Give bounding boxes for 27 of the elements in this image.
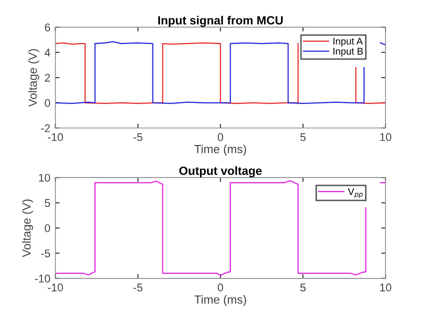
x-tick-label: 5 xyxy=(300,133,306,142)
x-tick-label: 0 xyxy=(218,284,224,292)
y-tick-label: -5 xyxy=(41,250,50,258)
x-tick-label: -5 xyxy=(133,284,142,292)
y-axis-title: Voltage (V) xyxy=(28,49,40,107)
x-tick-label: 10 xyxy=(380,284,392,292)
y-axis-title: Voltage (V) xyxy=(22,200,34,258)
x-axis-title: Time (ms) xyxy=(194,144,246,156)
chart-title: Input signal from MCU xyxy=(158,16,283,27)
x-tick-label: 0 xyxy=(218,133,224,142)
x-tick-label: 10 xyxy=(380,133,392,142)
x-tick-label: 5 xyxy=(300,284,306,292)
y-tick-label: -10 xyxy=(34,274,50,283)
y-tick-label: 2 xyxy=(44,74,50,82)
y-tick-label: 6 xyxy=(44,23,50,32)
y-tick-label: 5 xyxy=(44,199,50,207)
chart-title: Output voltage xyxy=(179,166,262,178)
x-tick-label: -5 xyxy=(133,133,142,142)
legend-label: V$_{pp}$ xyxy=(348,188,363,198)
legend-label: Input B xyxy=(333,48,363,57)
y-tick-label: 10 xyxy=(39,174,50,182)
x-axis-title: Time (ms) xyxy=(194,295,246,306)
legend-label: Input A xyxy=(333,38,363,47)
y-tick-label: 0 xyxy=(44,99,50,107)
y-tick-label: 0 xyxy=(44,224,50,232)
y-tick-label: 4 xyxy=(44,48,50,56)
y-tick-label: -2 xyxy=(41,124,50,132)
